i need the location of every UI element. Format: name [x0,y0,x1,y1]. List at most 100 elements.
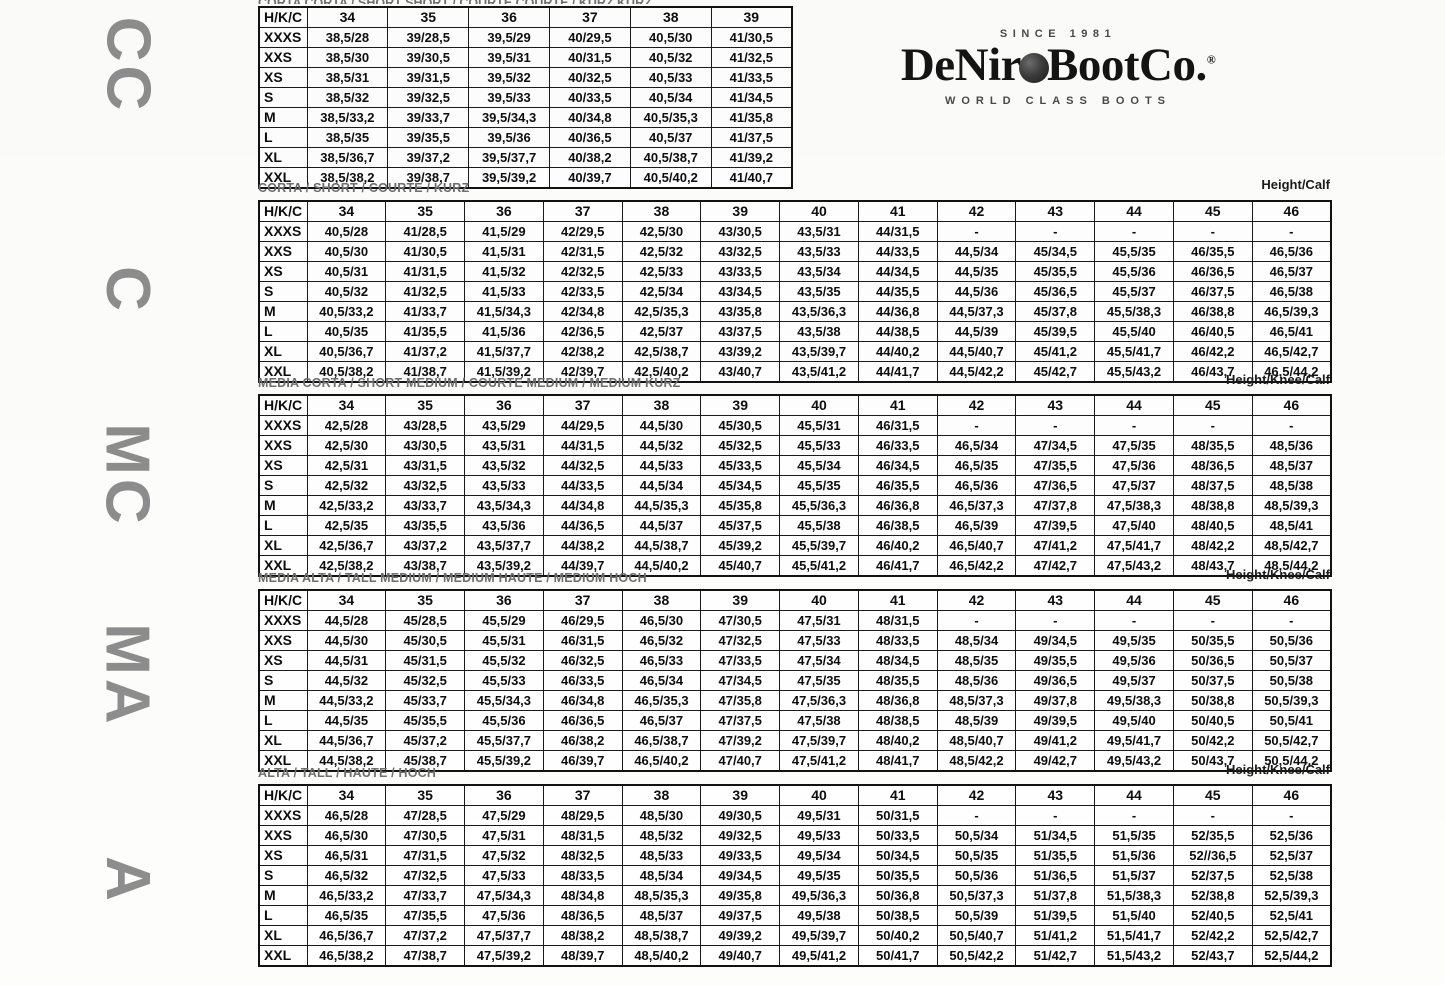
size-cell: 44/31,5 [857,221,938,242]
size-cell: 42/36,5 [542,321,623,342]
size-cell: 45,5/40 [1094,321,1174,342]
size-cell: 39,5/36 [468,127,550,148]
size-cell: 40,5/33 [629,67,712,88]
size-cell: 45/30,5 [700,415,781,436]
size-cell: 39/37,2 [387,147,470,168]
size-cell: 44,5/33,2 [306,690,387,711]
size-cell: 49,5/43,2 [1094,750,1174,772]
size-table-alta: H/K/C 34 35 36 37 38 39 40 41 42 43 44 45 46 XXXS 46,5/… [258,784,1332,967]
size-cell: 39/30,5 [387,47,470,68]
size-cell: 52//36,5 [1172,845,1253,866]
table-row: L 46,5/35 47/35,5 47,5/36 48/36,5 48,5/37 49/3… [258,905,1332,926]
size-cell: 42,5/40,2 [621,361,702,383]
header-corner-label: H/K/C [258,394,308,416]
size-cell: 45/37,8 [1015,301,1096,322]
size-cell: 48,5/33 [621,845,702,866]
size-cell: 41,5/37,7 [464,341,544,362]
table-row: S 42,5/32 43/32,5 43,5/33 44/33,5 44,5/34 45/3… [258,475,1332,496]
size-cell: 47,5/40 [1094,515,1174,536]
size-cell: 45,5/33 [464,670,544,691]
size-cell: 48,5/37 [1251,455,1332,476]
size-cell: 44,5/40,7 [936,341,1017,362]
size-cell: 42/33,5 [542,281,623,302]
table-row: XS 44,5/31 45/31,5 45,5/32 46/32,5 46,5/33 47/… [258,650,1332,671]
size-cell: 45/28,5 [385,610,466,631]
size-cell: - [1172,221,1253,242]
size-cell: 48/37,5 [1172,475,1253,496]
size-cell: 43/34,5 [700,281,781,302]
size-cell: 51,5/37 [1094,865,1174,886]
column-header-38: 38 [621,200,702,222]
size-cell: 48/42,2 [1172,535,1253,556]
size-cell: 44,5/35 [306,710,387,731]
column-header-42: 42 [936,589,1017,611]
size-cell: 45,5/39,7 [779,535,859,556]
row-label-l: L [258,515,308,536]
row-label-s: S [258,87,308,108]
size-cell: 48/36,5 [542,905,623,926]
column-header-41: 41 [857,784,938,806]
size-cell: 40,5/35 [306,321,387,342]
size-cell: 43/40,7 [700,361,781,383]
size-cell: - [1251,610,1332,631]
size-cell: 44,5/28 [306,610,387,631]
size-cell: 50,5/34 [936,825,1017,846]
column-header-38: 38 [621,589,702,611]
row-label-l: L [258,710,308,731]
table-row: S 40,5/32 41/32,5 41,5/33 42/33,5 42,5/34 43/3… [258,281,1332,302]
size-cell: 41,5/33 [464,281,544,302]
size-cell: 44,5/30 [306,630,387,651]
size-cell: 40,5/31 [306,261,387,282]
size-cell: 46,5/32 [306,865,387,886]
section-title-corta: CORTA / SHORT / COURTE / KURZ [258,181,470,195]
size-cell: 41/35,5 [385,321,466,342]
table-row: M 42,5/33,2 43/33,7 43,5/34,3 44/34,8 44,5/35… [258,495,1332,516]
size-cell: 48/31,5 [542,825,623,846]
table-row: XXL 44,5/38,2 45/38,7 45,5/39,2 46/39,7 46,5/… [258,750,1332,772]
size-cell: 41,5/32 [464,261,544,282]
size-cell: 45/36,5 [1015,281,1096,302]
size-cell: 50/41,7 [857,945,938,967]
size-cell: 46,5/40,7 [936,535,1017,556]
size-cell: 50,5/38 [1251,670,1332,691]
size-cell: 44/36,5 [542,515,623,536]
size-table-corta: H/K/C 34 35 36 37 38 39 40 41 42 43 44 45 46 XXXS 40,5/… [258,200,1332,383]
size-cell: 45,5/29 [464,610,544,631]
column-header-35: 35 [387,6,470,28]
size-cell: 48/29,5 [542,805,623,826]
section-letter-label: MA [92,623,162,728]
size-cell: 45/34,5 [1015,241,1096,262]
column-header-34: 34 [306,200,387,222]
size-cell: 51/42,7 [1015,945,1096,967]
size-cell: 38,5/31 [306,67,389,88]
size-cell: 44,5/38,7 [621,535,702,556]
size-cell: 46,5/28 [306,805,387,826]
size-cell: 46/41,7 [857,555,938,577]
column-header-37: 37 [542,589,623,611]
size-cell: - [1094,805,1174,826]
size-cell: 50,5/37,3 [936,885,1017,906]
size-cell: 40,5/32 [306,281,387,302]
size-cell: 50,5/37 [1251,650,1332,671]
size-cell: 39,5/33 [468,87,550,108]
size-cell: 48,5/37 [621,905,702,926]
size-cell: 47/39,5 [1015,515,1096,536]
size-cell: 42,5/31 [306,455,387,476]
size-cell: 46/40,5 [1172,321,1253,342]
size-cell: 43/32,5 [385,475,466,496]
size-cell: 48/40,2 [857,730,938,751]
table-row: XXL 42,5/38,2 43/38,7 43,5/39,2 44/39,7 44,5/… [258,555,1332,577]
row-label-xxxs: XXXS [258,221,308,242]
size-cell: 50/35,5 [857,865,938,886]
size-cell: 39,5/39,2 [468,167,550,189]
size-cell: 48/38,2 [542,925,623,946]
column-header-37: 37 [542,784,623,806]
size-cell: 41/30,5 [710,27,793,48]
size-cell: 46/31,5 [542,630,623,651]
size-cell: 44,5/39 [936,321,1017,342]
column-header-44: 44 [1094,589,1174,611]
size-cell: 41,5/36 [464,321,544,342]
size-cell: 38,5/36,7 [306,147,389,168]
size-cell: 43/37,2 [385,535,466,556]
size-cell: 43,5/39,7 [779,341,859,362]
